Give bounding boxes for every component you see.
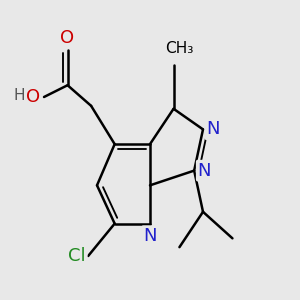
Text: N: N [206, 120, 220, 138]
Text: N: N [198, 162, 211, 180]
Text: N: N [143, 227, 157, 245]
Text: O: O [61, 29, 75, 47]
Text: O: O [26, 88, 40, 106]
Text: Cl: Cl [68, 247, 86, 265]
Text: CH₃: CH₃ [165, 41, 194, 56]
Text: H: H [13, 88, 25, 103]
